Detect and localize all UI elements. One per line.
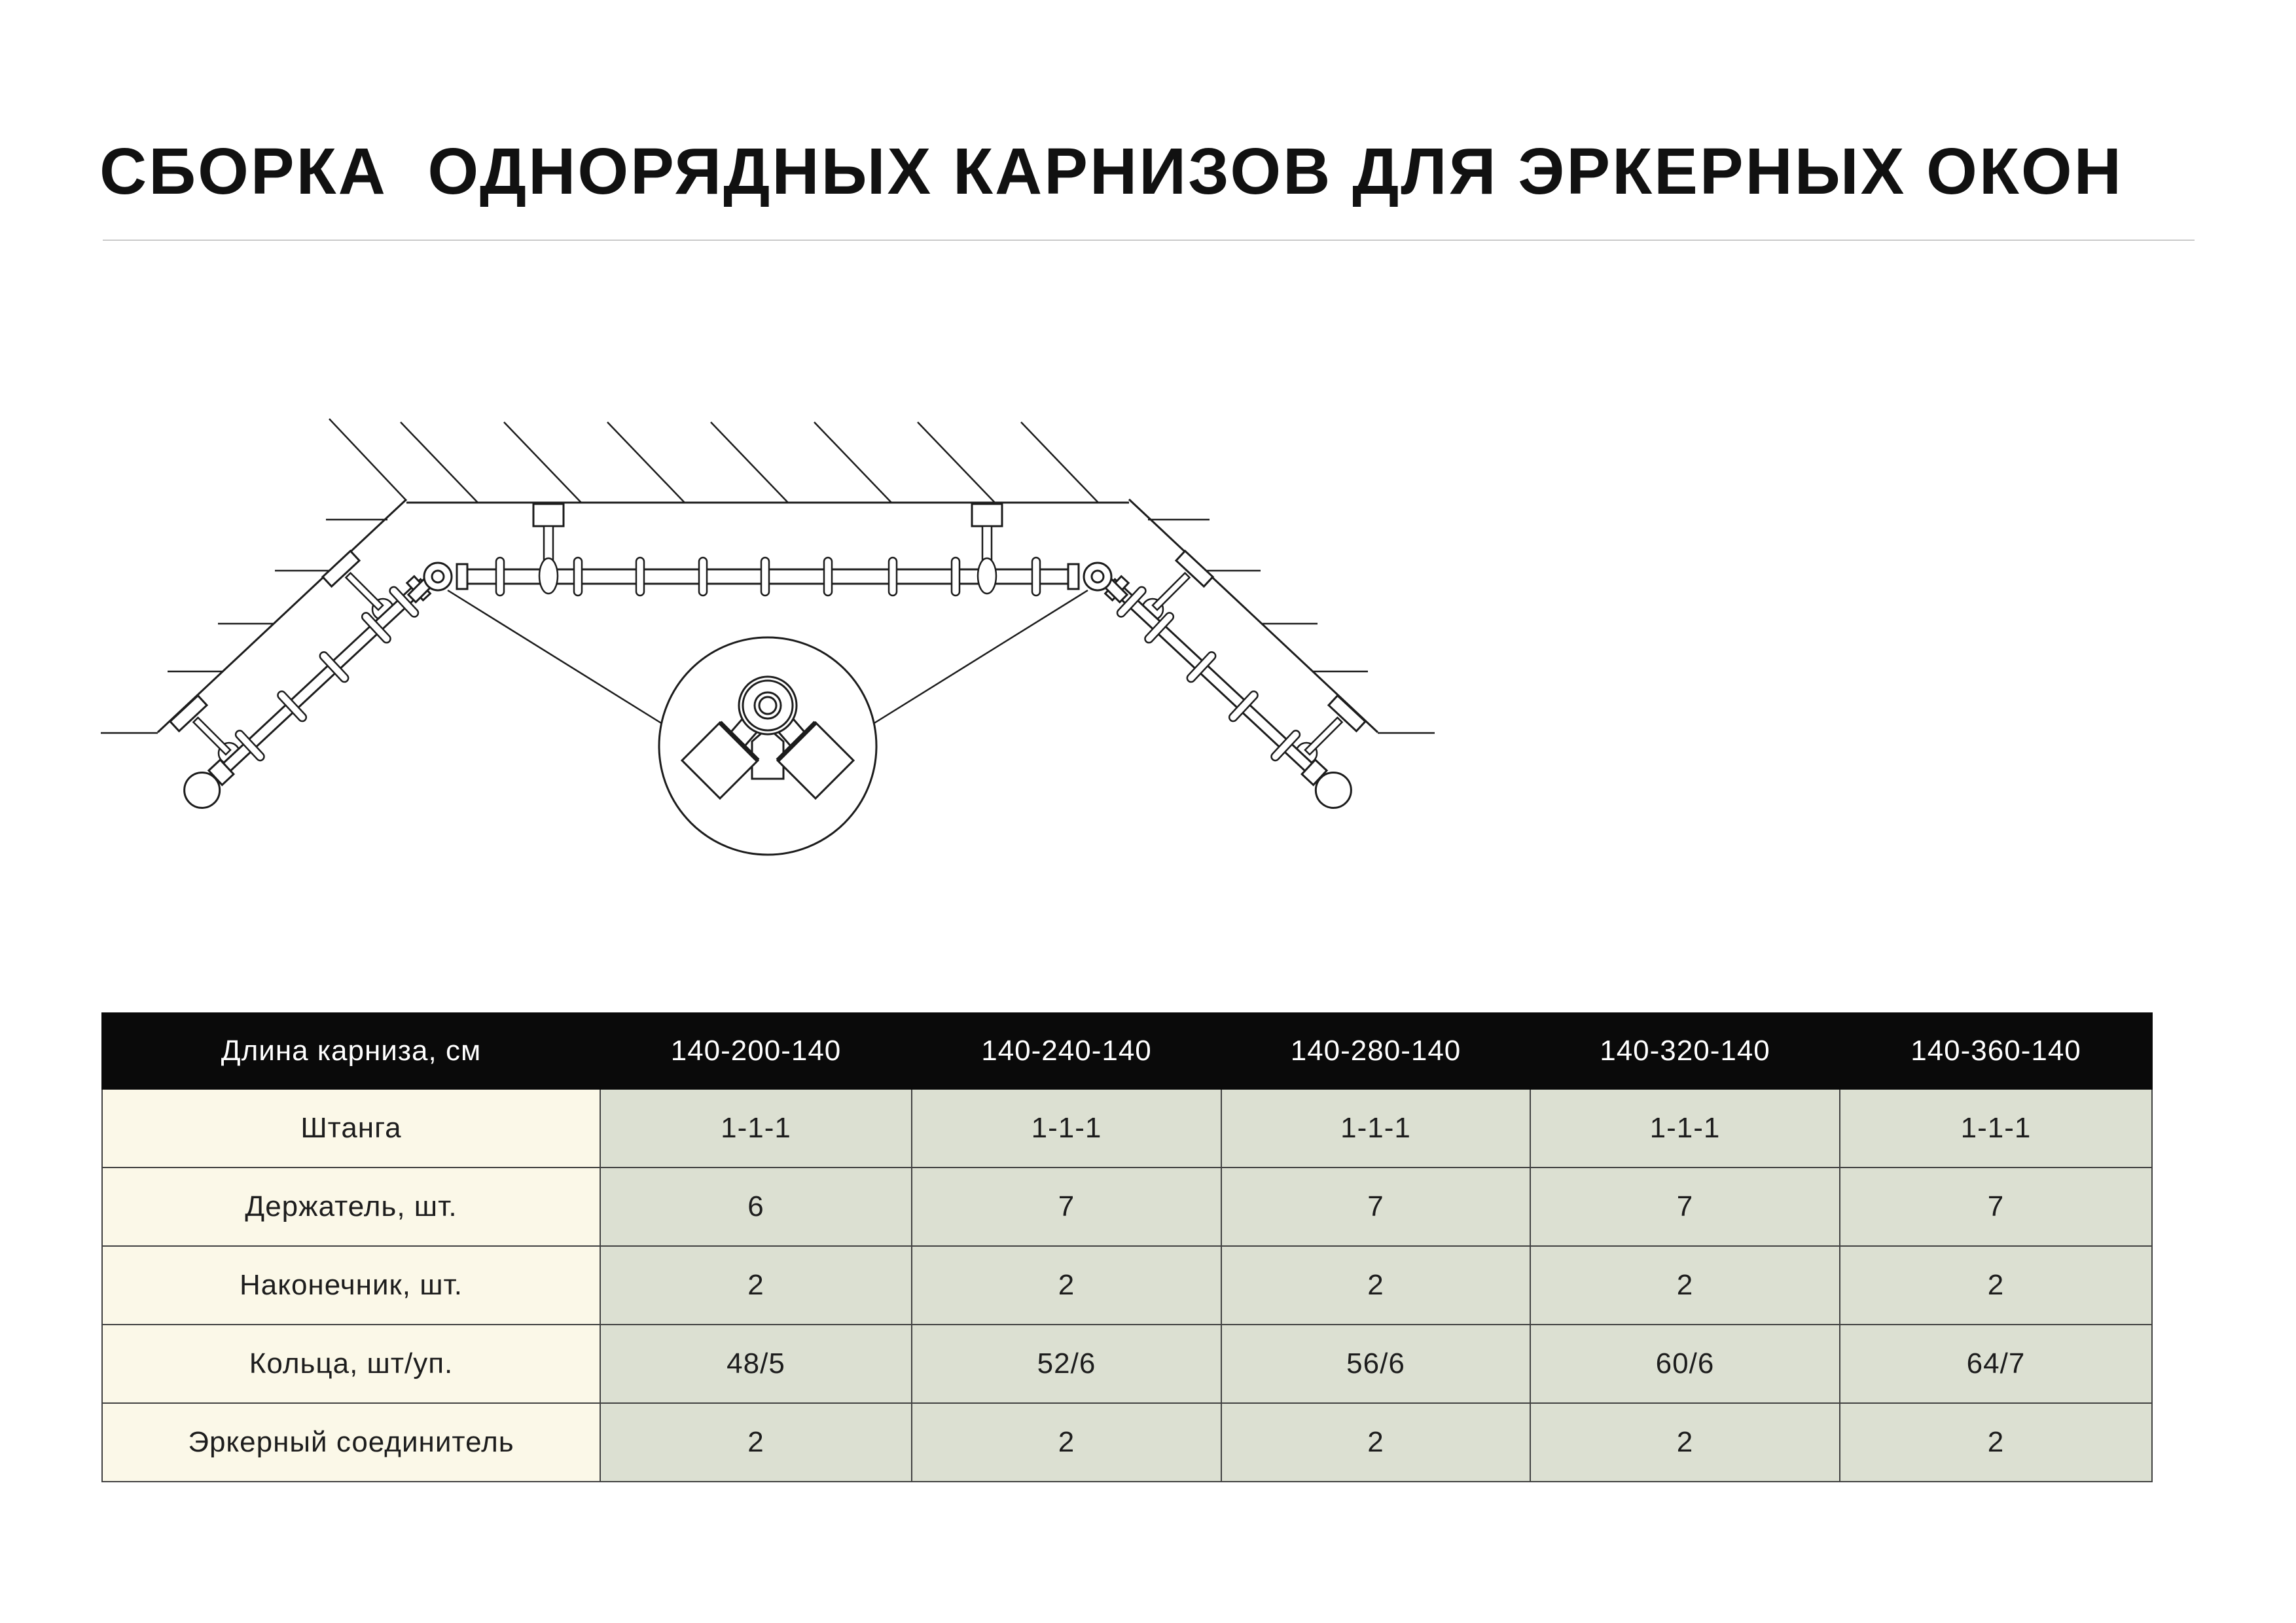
curtain-rings	[495, 556, 1041, 597]
table-cell: 2	[911, 1245, 1222, 1325]
ceiling	[329, 418, 1129, 504]
col-header-size-2: 140-240-140	[911, 1012, 1222, 1090]
col-header-length: Длина карниза, см	[101, 1012, 601, 1090]
table-cell: 1-1-1	[1839, 1088, 2153, 1168]
table-row: Наконечник, шт. 2 2 2 2 2	[101, 1245, 2153, 1325]
table-cell: 7	[911, 1167, 1222, 1247]
table-cell: 1-1-1	[1530, 1088, 1840, 1168]
table-cell: 64/7	[1839, 1324, 2153, 1404]
table-cell: 2	[1839, 1245, 2153, 1325]
table-cell: 1-1-1	[911, 1088, 1222, 1168]
ceiling-hatching	[329, 418, 1099, 503]
col-header-size-1: 140-200-140	[600, 1012, 912, 1090]
table-cell: 2	[600, 1245, 912, 1325]
table-cell: 2	[600, 1402, 912, 1482]
page-title: СБОРКА ОДНОРЯДНЫХ КАРНИЗОВ ДЛЯ ЭРКЕРНЫХ …	[99, 135, 2123, 208]
components-table: Длина карниза, см 140-200-140 140-240-14…	[101, 1012, 2153, 1482]
table-cell: 48/5	[600, 1324, 912, 1404]
table-cell: 2	[1530, 1245, 1840, 1325]
col-header-size-3: 140-280-140	[1221, 1012, 1531, 1090]
title-divider	[103, 240, 2195, 241]
table-cell: 2	[1221, 1245, 1531, 1325]
table-cell: 52/6	[911, 1324, 1222, 1404]
rod-collar	[1067, 563, 1080, 590]
table-cell: 2	[1839, 1402, 2153, 1482]
col-header-size-4: 140-320-140	[1530, 1012, 1840, 1090]
table-cell: 7	[1530, 1167, 1840, 1247]
table-cell: 56/6	[1221, 1324, 1531, 1404]
row-label: Штанга	[101, 1088, 601, 1168]
row-label: Наконечник, шт.	[101, 1245, 601, 1325]
table-cell: 7	[1839, 1167, 2153, 1247]
rod-collar	[456, 563, 469, 590]
table-row: Эркерный соединитель 2 2 2 2 2	[101, 1402, 2153, 1482]
detail-magnifier	[658, 636, 878, 856]
cornice-assembly-drawing	[99, 418, 1436, 856]
table-cell: 1-1-1	[1221, 1088, 1531, 1168]
table-row: Штанга 1-1-1 1-1-1 1-1-1 1-1-1 1-1-1	[101, 1088, 2153, 1168]
row-label: Кольца, шт/уп.	[101, 1324, 601, 1404]
table-cell: 7	[1221, 1167, 1531, 1247]
table-cell: 60/6	[1530, 1324, 1840, 1404]
table-cell: 2	[1530, 1402, 1840, 1482]
row-label: Эркерный соединитель	[101, 1402, 601, 1482]
row-label: Держатель, шт.	[101, 1167, 601, 1247]
table-cell: 6	[600, 1167, 912, 1247]
col-header-size-5: 140-360-140	[1839, 1012, 2153, 1090]
table-cell: 2	[911, 1402, 1222, 1482]
bracket-holder-ring	[977, 557, 997, 595]
table-header-row: Длина карниза, см 140-200-140 140-240-14…	[101, 1012, 2153, 1090]
table-row: Держатель, шт. 6 7 7 7 7	[101, 1167, 2153, 1247]
table-cell: 2	[1221, 1402, 1531, 1482]
table-row: Кольца, шт/уп. 48/5 52/6 56/6 60/6 64/7	[101, 1324, 2153, 1404]
bay-connector-detail	[680, 675, 855, 800]
bracket-holder-ring	[538, 557, 559, 595]
table-cell: 1-1-1	[600, 1088, 912, 1168]
connector-pivot	[738, 675, 798, 736]
